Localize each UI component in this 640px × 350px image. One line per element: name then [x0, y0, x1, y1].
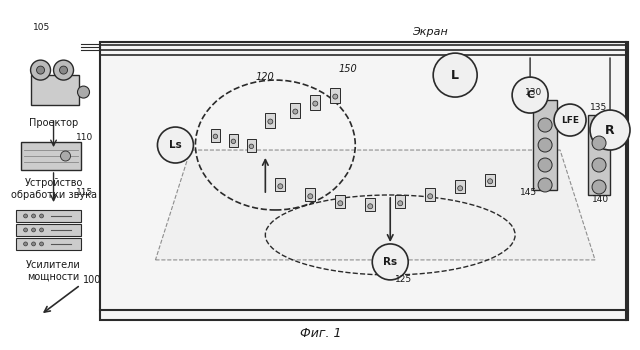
- Bar: [335, 196, 345, 209]
- Bar: [533, 100, 557, 190]
- Circle shape: [313, 101, 318, 106]
- Bar: [330, 88, 340, 103]
- Bar: [365, 198, 375, 211]
- Bar: [20, 142, 81, 170]
- Bar: [455, 181, 465, 194]
- Text: 140: 140: [592, 195, 609, 204]
- Circle shape: [77, 86, 90, 98]
- Text: 145: 145: [520, 188, 537, 197]
- Text: LFE: LFE: [561, 116, 579, 125]
- Circle shape: [61, 151, 70, 161]
- Circle shape: [268, 119, 273, 124]
- Polygon shape: [100, 42, 628, 320]
- Circle shape: [31, 60, 51, 80]
- Circle shape: [433, 53, 477, 97]
- Text: Ls: Ls: [169, 140, 182, 150]
- Circle shape: [157, 127, 193, 163]
- Text: R: R: [605, 124, 615, 136]
- Text: 120: 120: [255, 72, 274, 82]
- Bar: [310, 94, 320, 110]
- Circle shape: [538, 138, 552, 152]
- Bar: [588, 115, 610, 195]
- Text: Усилители
мощности: Усилители мощности: [26, 260, 81, 281]
- Bar: [229, 134, 238, 147]
- Circle shape: [592, 136, 606, 150]
- Text: 135: 135: [590, 103, 607, 112]
- Circle shape: [278, 184, 283, 189]
- Circle shape: [31, 214, 36, 218]
- Bar: [291, 103, 300, 118]
- Text: Экран: Экран: [412, 27, 448, 37]
- Circle shape: [538, 118, 552, 132]
- Bar: [396, 196, 405, 209]
- Circle shape: [24, 228, 28, 232]
- Circle shape: [338, 201, 343, 206]
- Circle shape: [24, 214, 28, 218]
- Circle shape: [31, 242, 36, 246]
- Circle shape: [590, 110, 630, 150]
- Text: Rs: Rs: [383, 257, 397, 267]
- Circle shape: [397, 201, 403, 206]
- Text: L: L: [451, 69, 459, 82]
- Circle shape: [231, 139, 236, 144]
- Text: 105: 105: [33, 23, 50, 32]
- Circle shape: [60, 66, 68, 74]
- Circle shape: [592, 180, 606, 194]
- Bar: [15, 238, 81, 250]
- Circle shape: [538, 178, 552, 192]
- Circle shape: [512, 77, 548, 113]
- Bar: [305, 189, 316, 202]
- Circle shape: [40, 228, 44, 232]
- Circle shape: [24, 242, 28, 246]
- Bar: [31, 75, 79, 105]
- Text: 115: 115: [76, 188, 93, 197]
- Text: 125: 125: [396, 275, 412, 284]
- Circle shape: [213, 134, 218, 139]
- Circle shape: [554, 104, 586, 136]
- Circle shape: [372, 244, 408, 280]
- Bar: [266, 113, 275, 127]
- Circle shape: [40, 214, 44, 218]
- Circle shape: [308, 194, 313, 199]
- Polygon shape: [156, 150, 595, 260]
- Circle shape: [368, 204, 372, 209]
- Bar: [425, 189, 435, 202]
- Circle shape: [428, 194, 433, 199]
- Text: 100: 100: [83, 275, 101, 285]
- Text: Фиг. 1: Фиг. 1: [300, 327, 341, 340]
- Circle shape: [54, 60, 74, 80]
- Text: Проектор: Проектор: [29, 118, 78, 128]
- Text: 110: 110: [76, 133, 93, 142]
- Bar: [247, 139, 256, 152]
- Circle shape: [40, 242, 44, 246]
- Text: C: C: [526, 90, 534, 100]
- Circle shape: [488, 179, 493, 184]
- Bar: [15, 210, 81, 222]
- Circle shape: [333, 94, 338, 99]
- Bar: [211, 128, 220, 141]
- Bar: [485, 174, 495, 187]
- Circle shape: [36, 66, 45, 74]
- Text: Устройство
обработки звука: Устройство обработки звука: [10, 178, 97, 200]
- Circle shape: [538, 158, 552, 172]
- Text: 150: 150: [339, 64, 357, 74]
- Text: 130: 130: [525, 88, 542, 97]
- Bar: [15, 224, 81, 236]
- Bar: [275, 178, 285, 191]
- Circle shape: [458, 186, 463, 191]
- Circle shape: [293, 109, 298, 114]
- Circle shape: [31, 228, 36, 232]
- Circle shape: [592, 158, 606, 172]
- Circle shape: [249, 144, 253, 148]
